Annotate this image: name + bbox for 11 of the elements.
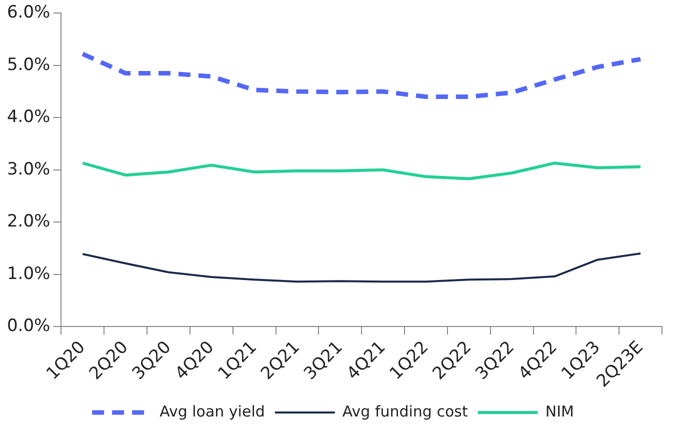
legend-label: Avg funding cost — [342, 402, 468, 420]
line-series — [80, 52, 643, 100]
y-tick-label: 0.0% — [6, 316, 50, 336]
y-tick-label: 3.0% — [6, 159, 50, 180]
legend-label: Avg loan yield — [160, 402, 265, 420]
y-tick-label: 2.0% — [6, 212, 50, 232]
y-tick-label: 5.0% — [6, 54, 50, 75]
y-tick-label: 6.0% — [6, 2, 50, 23]
y-tick-label: 4.0% — [6, 107, 50, 128]
legend-label: NIM — [545, 402, 574, 420]
y-tick-label: 1.0% — [6, 264, 50, 284]
